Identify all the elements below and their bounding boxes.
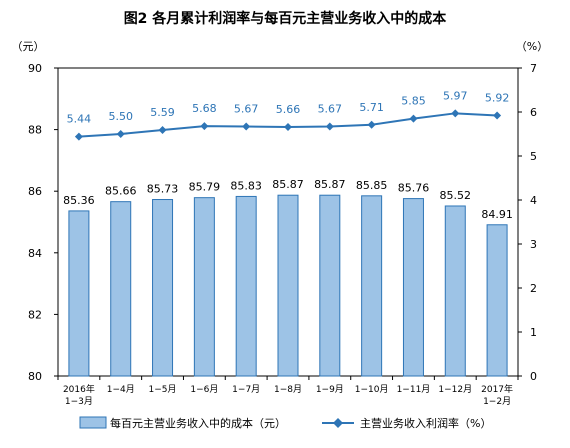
right-tick-label: 1 bbox=[530, 326, 537, 339]
left-tick-label: 82 bbox=[28, 308, 42, 321]
line-point bbox=[74, 132, 83, 141]
right-tick-label: 5 bbox=[530, 150, 537, 163]
legend-line-marker bbox=[333, 418, 343, 428]
left-tick-label: 88 bbox=[28, 124, 42, 137]
line-value-label: 5.59 bbox=[150, 106, 175, 119]
bar-value-label: 85.76 bbox=[398, 182, 430, 195]
bar-data-labels: 85.36 85.66 85.73 85.79 85.83 85.87 85.87 85.85… bbox=[63, 178, 513, 221]
category-label: 1−6月 bbox=[190, 384, 218, 395]
bar bbox=[361, 195, 383, 377]
bar bbox=[235, 195, 257, 377]
bar-value-label: 85.79 bbox=[189, 181, 221, 194]
category-label: 1−10月 bbox=[355, 384, 389, 395]
line-value-label: 5.44 bbox=[67, 113, 92, 126]
left-tick-label: 84 bbox=[28, 247, 42, 260]
line-value-label: 5.97 bbox=[443, 89, 468, 102]
legend-bar-swatch bbox=[79, 416, 107, 429]
bar bbox=[193, 197, 215, 377]
chart-title: 图2 各月累计利润率与每百元主营业务收入中的成本 bbox=[124, 10, 448, 27]
category-label: 1−2月 bbox=[483, 396, 511, 407]
right-tick-label: 7 bbox=[530, 62, 537, 75]
right-axis: 0 1 2 3 4 5 6 7 bbox=[518, 62, 537, 383]
category-label: 1−8月 bbox=[274, 384, 302, 395]
bar-value-label: 85.52 bbox=[440, 189, 472, 202]
line-point bbox=[493, 111, 502, 120]
line-point bbox=[158, 126, 167, 135]
bar bbox=[68, 210, 90, 377]
right-tick-label: 2 bbox=[530, 282, 537, 295]
category-label: 1−5月 bbox=[149, 384, 177, 395]
right-tick-label: 0 bbox=[530, 370, 537, 383]
bar-value-label: 85.83 bbox=[230, 179, 262, 192]
category-label: 1−9月 bbox=[316, 384, 344, 395]
bar-value-label: 85.87 bbox=[314, 178, 346, 191]
category-label: 1−12月 bbox=[438, 384, 472, 395]
category-label: 2016年 bbox=[63, 383, 95, 395]
bar-value-label: 84.91 bbox=[481, 208, 513, 221]
category-label: 1−11月 bbox=[397, 384, 431, 395]
category-label: 1−4月 bbox=[107, 384, 135, 395]
line-value-label: 5.85 bbox=[401, 95, 426, 108]
category-label: 1−7月 bbox=[232, 384, 260, 395]
right-tick-label: 4 bbox=[530, 194, 537, 207]
bar-series bbox=[68, 194, 508, 377]
left-axis-unit: （元） bbox=[12, 40, 45, 53]
line-series bbox=[74, 109, 502, 141]
line-point bbox=[116, 130, 125, 138]
bar bbox=[486, 224, 508, 377]
line-point bbox=[451, 109, 460, 118]
category-label: 1−3月 bbox=[65, 396, 93, 407]
line-value-label: 5.50 bbox=[108, 110, 133, 123]
right-axis-unit: （%） bbox=[516, 40, 548, 53]
line-point bbox=[367, 120, 376, 129]
bar-value-label: 85.36 bbox=[63, 194, 95, 207]
legend-bar-label: 每百元主营业务收入中的成本（元） bbox=[110, 416, 286, 430]
bar bbox=[110, 201, 132, 377]
line-value-label: 5.92 bbox=[485, 92, 510, 105]
left-tick-label: 80 bbox=[28, 370, 42, 383]
line-point bbox=[409, 114, 418, 123]
bar bbox=[319, 194, 341, 377]
bar bbox=[444, 205, 466, 377]
bar-value-label: 85.73 bbox=[147, 183, 179, 196]
line-point bbox=[200, 122, 209, 131]
line-value-label: 5.68 bbox=[192, 102, 217, 115]
bar bbox=[152, 199, 174, 377]
line-data-labels: 5.44 5.50 5.59 5.68 5.67 5.66 5.67 5.71 5.85 5.97… bbox=[67, 89, 510, 125]
category-label: 2017年 bbox=[481, 383, 513, 395]
line-point bbox=[325, 122, 334, 131]
right-tick-label: 6 bbox=[530, 106, 537, 119]
line-value-label: 5.67 bbox=[318, 103, 343, 116]
right-tick-label: 3 bbox=[530, 238, 537, 251]
left-tick-label: 90 bbox=[28, 62, 42, 75]
bar bbox=[277, 194, 299, 377]
bar-value-label: 85.87 bbox=[272, 178, 304, 191]
bar-value-label: 85.85 bbox=[356, 179, 388, 192]
line-point bbox=[242, 122, 251, 131]
bar-value-label: 85.66 bbox=[105, 185, 137, 198]
line-value-label: 5.67 bbox=[234, 103, 259, 116]
left-tick-label: 86 bbox=[28, 185, 42, 198]
legend-line-label: 主营业务收入利润率（%） bbox=[360, 416, 491, 430]
left-axis: 80 82 84 86 88 90 bbox=[28, 62, 58, 383]
line-value-label: 5.66 bbox=[276, 103, 301, 116]
line-value-label: 5.71 bbox=[359, 101, 384, 114]
legend: 每百元主营业务收入中的成本（元） 主营业务收入利润率（%） bbox=[79, 416, 491, 430]
line-point bbox=[284, 122, 292, 131]
bar bbox=[402, 198, 424, 377]
